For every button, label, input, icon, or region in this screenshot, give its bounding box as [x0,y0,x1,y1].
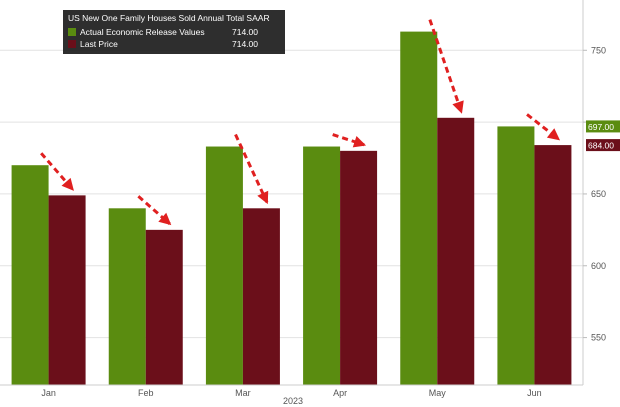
legend-value-actual: 714.00 [232,27,258,37]
trend-arrow-head [546,128,561,141]
bar-last-price [534,145,572,385]
trend-arrow-line [428,19,463,113]
y-tick-label: 550 [591,333,606,343]
legend-label-last-price: Last Price [80,39,118,49]
legend-value-last-price: 714.00 [232,39,258,49]
grid-lines [0,49,583,339]
bars [11,31,572,385]
x-tick-label: Jan [41,388,56,398]
last-value-tag-text: 684.00 [588,141,614,151]
legend-swatch-actual [68,28,76,36]
legend-swatch-last-price [68,40,76,48]
last-value-tag-bg [586,139,620,152]
trend-arrow-head [61,177,74,191]
x-tick-label: Apr [333,388,347,398]
bar-last-price [437,117,475,385]
y-tick-label: 750 [591,45,606,55]
bar-actual [400,31,438,385]
x-tick-label: Jun [527,388,542,398]
legend-title: US New One Family Houses Sold Annual Tot… [68,13,270,23]
bar-actual [108,208,146,385]
trend-arrow-head [257,190,269,205]
y-tick-label: 650 [591,189,606,199]
y-tick-label: 600 [591,261,606,271]
trend-arrow-head [158,212,172,226]
last-value-tag-text: 697.00 [588,122,614,132]
trend-arrow-head [352,136,367,148]
last-value-tags: 697.00 684.00 [586,120,620,152]
bar-last-price [242,208,280,385]
bar-actual [303,146,341,385]
tick-labels: 550 600 650 750 Jan Feb Mar Apr May Jun [41,45,606,398]
bar-last-price [340,150,378,385]
x-tick-label: Mar [235,388,251,398]
trend-arrow-line [332,133,365,147]
legend-background [63,10,285,54]
trend-arrow-head [452,100,464,114]
x-tick-label: May [429,388,447,398]
bar-last-price [145,229,183,385]
bar-last-price [48,195,86,385]
trend-arrow-line [40,152,74,191]
legend-label-actual: Actual Economic Release Values [80,27,205,37]
legend: US New One Family Houses Sold Annual Tot… [63,10,285,54]
axes [0,0,584,386]
bar-actual [205,146,243,385]
trend-arrows [40,19,561,226]
trend-arrow-line [234,133,269,203]
last-value-tag-bg [586,120,620,133]
bar-actual [497,126,535,385]
x-tick-label: Feb [138,388,154,398]
x-axis-title: 2023 [283,396,303,406]
bar-actual [11,165,49,385]
